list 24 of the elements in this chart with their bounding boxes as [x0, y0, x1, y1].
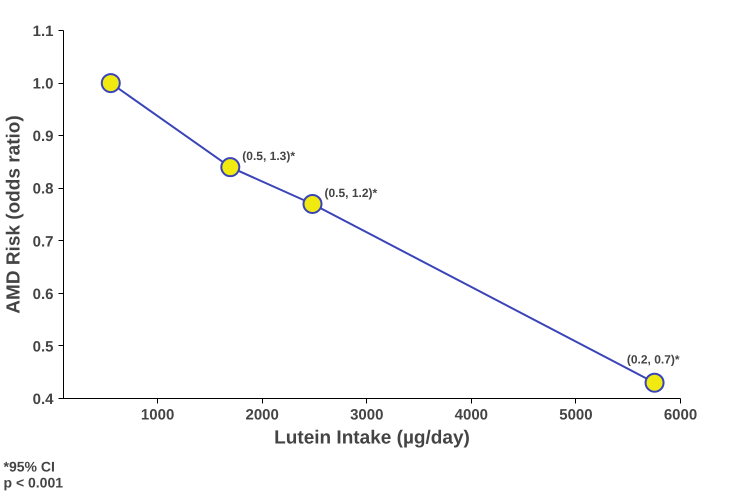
y-tick-label: 0.4: [32, 391, 54, 408]
point: [220, 157, 240, 178]
x-tick-label: 1000: [140, 406, 174, 424]
annotation: (0.5, 1.3)*: [242, 149, 296, 164]
y-tick-label: 0.8: [32, 180, 54, 198]
x-tick-label: 3000: [350, 406, 384, 424]
y-tick-label: 0.9: [32, 128, 54, 146]
text: *95% CI p < 0.001: [4, 458, 64, 490]
y-tick-label: 0.7: [32, 233, 54, 250]
point: [302, 194, 322, 214]
x-tick-label: 6000: [664, 406, 698, 424]
y-tick-label: 0.6: [32, 286, 54, 303]
x-tick-label: 2000: [246, 406, 279, 424]
y-tick-label: 0.5: [32, 338, 54, 356]
annotation: (0.2, 0.7)*: [626, 352, 680, 367]
x-axis-title: Lutein Intake (µg/day): [274, 428, 470, 448]
point: [100, 73, 121, 94]
point: [644, 372, 665, 393]
x-tick-label: 5000: [559, 406, 593, 424]
y-tick-label: 1.0: [32, 76, 54, 93]
x-tick-label: 4000: [454, 406, 488, 424]
annotation: (0.5, 1.2)*: [324, 186, 378, 200]
y-tick-label: 1.1: [32, 23, 54, 40]
y-axis-title: AMD Risk (odds ratio): [4, 115, 25, 314]
